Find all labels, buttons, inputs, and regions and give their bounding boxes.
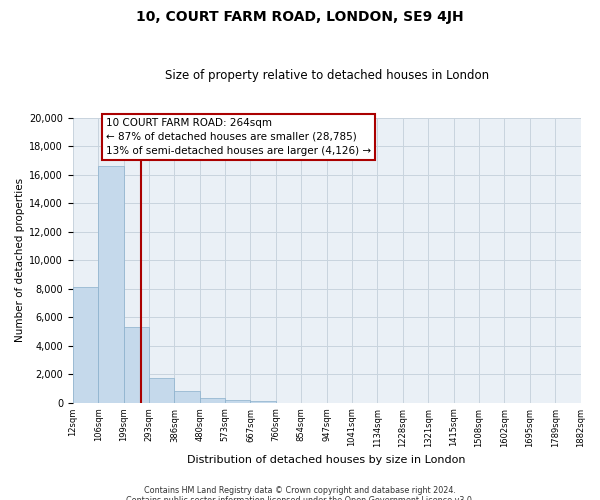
- Text: 10 COURT FARM ROAD: 264sqm
← 87% of detached houses are smaller (28,785)
13% of : 10 COURT FARM ROAD: 264sqm ← 87% of deta…: [106, 118, 371, 156]
- X-axis label: Distribution of detached houses by size in London: Distribution of detached houses by size …: [187, 455, 466, 465]
- Bar: [149, 378, 175, 402]
- Bar: [225, 400, 250, 402]
- Bar: [175, 392, 200, 402]
- Text: Contains HM Land Registry data © Crown copyright and database right 2024.: Contains HM Land Registry data © Crown c…: [144, 486, 456, 495]
- Y-axis label: Number of detached properties: Number of detached properties: [15, 178, 25, 342]
- Title: Size of property relative to detached houses in London: Size of property relative to detached ho…: [164, 69, 488, 82]
- Bar: [200, 398, 225, 402]
- Text: Contains public sector information licensed under the Open Government Licence v3: Contains public sector information licen…: [126, 496, 474, 500]
- Text: 10, COURT FARM ROAD, LONDON, SE9 4JH: 10, COURT FARM ROAD, LONDON, SE9 4JH: [136, 10, 464, 24]
- Bar: [250, 400, 276, 402]
- Bar: [124, 327, 149, 402]
- Bar: [73, 288, 98, 403]
- Bar: [98, 166, 124, 402]
